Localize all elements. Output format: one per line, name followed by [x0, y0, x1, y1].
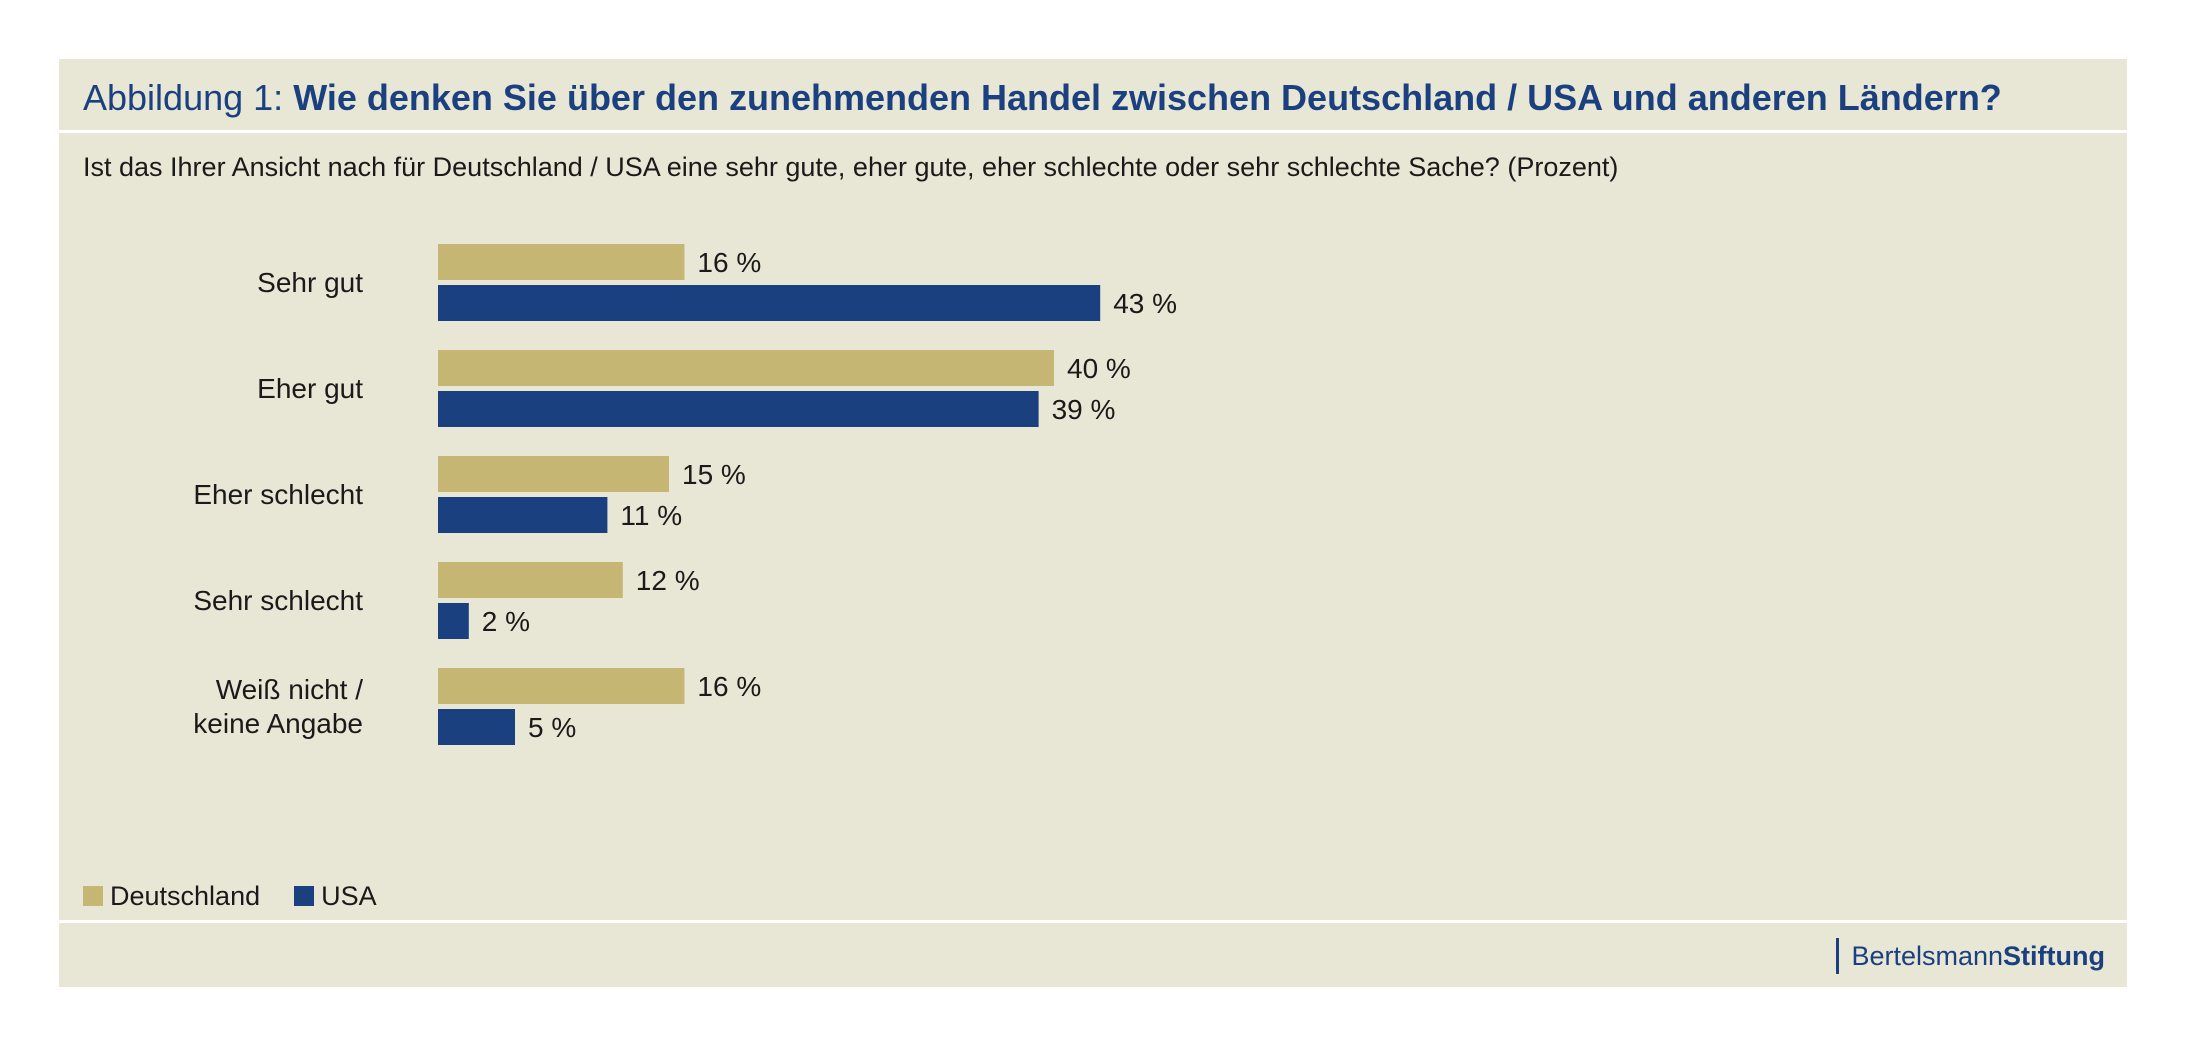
data-label-deutschland-2: 40 %	[1067, 353, 1131, 384]
chart-subtitle: Ist das Ihrer Ansicht nach für Deutschla…	[83, 152, 1619, 182]
figure-panel: Abbildung 1: Wie denken Sie über den zun…	[59, 59, 2127, 987]
legend-label-deutschland: Deutschland	[110, 880, 261, 911]
category-label-4: Sehr schlecht	[193, 584, 363, 618]
legend-label-usa: USA	[321, 880, 377, 911]
data-label-deutschland-3: 15 %	[682, 459, 746, 490]
page-title: Abbildung 1: Wie denken Sie über den zun…	[83, 76, 2002, 120]
figure-number: Abbildung 1:	[83, 77, 284, 118]
bar-usa-2	[438, 391, 1039, 427]
data-label-deutschland-4: 12 %	[636, 565, 700, 596]
data-label-usa-5: 5 %	[528, 712, 576, 743]
category-label-line: keine Angabe	[193, 707, 363, 739]
legend-swatch-deutschland	[83, 886, 103, 906]
logo-text-regular: Bertelsmann	[1851, 940, 2004, 971]
bar-deutschland-4	[438, 562, 623, 598]
category-label-line: Weiß nicht /	[215, 673, 363, 705]
data-label-usa-2: 39 %	[1052, 394, 1116, 425]
data-label-deutschland-5: 16 %	[697, 671, 761, 702]
data-label-usa-1: 43 %	[1113, 288, 1177, 319]
category-label-1: Sehr gut	[257, 266, 363, 300]
legend-item-deutschland: Deutschland	[83, 881, 260, 912]
legend-swatch-usa	[294, 886, 315, 906]
logo-text-bold: Stiftung	[2003, 940, 2105, 971]
bertelsmann-stiftung-logo: Bertelsmann Stiftung	[1836, 938, 2105, 974]
category-label-line: Eher schlecht	[193, 478, 363, 510]
category-label-line: Sehr schlecht	[193, 584, 363, 616]
legend: Deutschland USA	[83, 878, 411, 914]
figure-title-text: Wie denken Sie über den zunehmenden Hand…	[293, 77, 2002, 118]
data-label-usa-4: 2 %	[482, 606, 530, 637]
bar-usa-4	[438, 603, 469, 639]
footer-divider	[59, 920, 2127, 923]
category-label-line: Eher gut	[257, 372, 363, 404]
data-label-deutschland-1: 16 %	[697, 247, 761, 278]
bar-usa-3	[438, 497, 608, 533]
bar-deutschland-1	[438, 244, 685, 280]
bar-chart: 16 % 43 % 40 % 39 % 15 %11 % 12 % 2 % 16 % 5 %	[438, 244, 1177, 745]
category-label-line: Sehr gut	[257, 266, 363, 298]
category-label-3: Eher schlecht	[193, 478, 363, 512]
category-label-2: Eher gut	[257, 372, 363, 406]
bar-usa-5	[438, 709, 515, 745]
legend-item-usa: USA	[294, 881, 377, 912]
data-label-usa-3: 11 %	[620, 500, 682, 531]
bar-deutschland-3	[438, 456, 669, 492]
title-bar: Abbildung 1: Wie denken Sie über den zun…	[59, 59, 2127, 133]
bar-deutschland-5	[438, 668, 685, 704]
bar-deutschland-2	[438, 350, 1054, 386]
category-label-5: Weiß nicht / keine Angabe	[193, 673, 363, 741]
bar-usa-1	[438, 285, 1101, 321]
